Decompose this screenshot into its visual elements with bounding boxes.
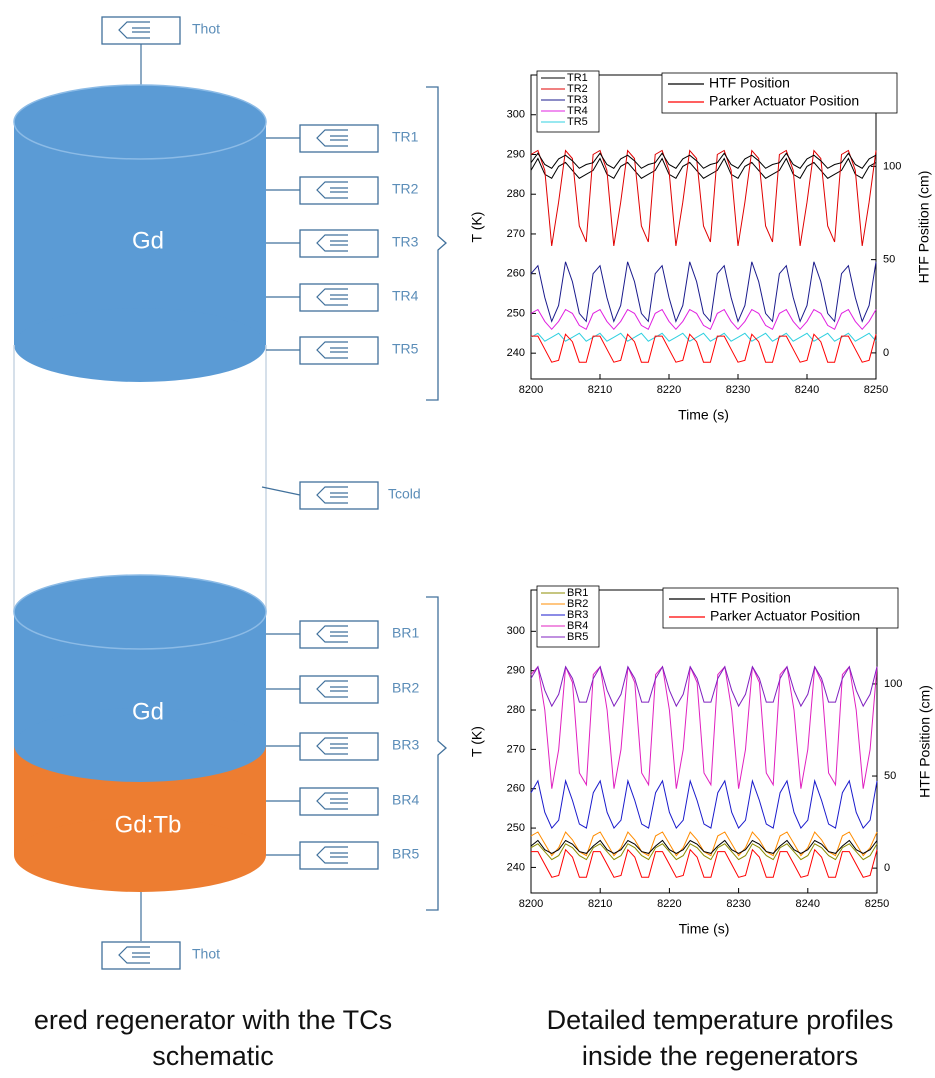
thermocouple [300,676,378,703]
y-tick-label: 280 [507,704,525,716]
figure: Gd Gd Gd:Tb ered regenerator with the TC… [0,0,935,1078]
thermocouple [300,482,378,509]
y-tick-label: 300 [507,625,525,637]
y-tick-label: 260 [507,268,525,280]
thermocouple-label: TR1 [392,129,419,145]
y-tick-label: 240 [507,347,525,359]
x-tick-label: 8230 [726,384,750,396]
y-tick-label: 270 [507,228,525,240]
caption: ered regenerator with the TCs [34,1005,392,1035]
y2-tick-label: 100 [884,678,902,690]
x-tick-label: 8220 [657,384,681,396]
thermocouple-label: TR2 [392,181,419,197]
x-tick-label: 8250 [865,898,889,910]
y-tick-label: 260 [507,783,525,795]
y-axis-label: T (K) [469,212,485,243]
series-line [531,667,877,706]
series-line [531,333,876,341]
y-tick-label: 250 [507,307,525,319]
y2-tick-label: 100 [883,160,901,172]
thermocouple [300,621,378,648]
cylinder-bottom [14,308,266,382]
x-tick-label: 8240 [796,898,820,910]
x-tick-label: 8200 [519,384,543,396]
section-label: Gd [132,698,164,725]
x-tick-label: 8210 [588,898,612,910]
x-tick-label: 8240 [795,384,819,396]
thermocouple [300,733,378,760]
thermocouple-label: Thot [192,946,220,962]
caption: schematic [152,1041,274,1071]
connector [262,487,300,495]
thermocouple-label: TR3 [392,234,419,250]
x-axis-label: Time (s) [679,921,730,937]
thermocouple-label: TR4 [392,288,419,304]
y-tick-label: 240 [507,861,525,873]
x-tick-label: 8200 [519,898,543,910]
legend-label: Parker Actuator Position [710,608,860,624]
thermocouple [300,230,378,257]
regenerator-schematic: Gd Gd Gd:Tb [14,44,446,941]
cylinder-top [14,575,266,649]
y2-tick-label: 0 [883,347,889,359]
x-tick-label: 8230 [726,898,750,910]
thermocouple-label: BR5 [392,846,419,862]
thermocouple-label: TR5 [392,341,419,357]
thermocouple [102,942,180,969]
section-label: Gd [132,227,164,254]
y2-axis-label: HTF Position (cm) [917,685,933,798]
legend-label: BR5 [567,631,588,643]
cylinder-top [14,85,266,159]
y-tick-label: 300 [507,109,525,121]
legend-label: Parker Actuator Position [709,93,859,109]
series-line [531,667,877,789]
legend-label: HTF Position [709,75,790,91]
chart: 8200 8210 8220 8230 8240 8250 240 250 260 270 280 2… [469,71,932,423]
y-tick-label: 250 [507,822,525,834]
bracket [426,597,446,910]
section-label: Gd:Tb [115,811,182,838]
legend-label: HTF Position [710,590,791,606]
thermocouple-label: Tcold [388,486,421,502]
thermocouple-label: BR1 [392,625,419,641]
series-line [531,262,876,322]
chart: 8200 8210 8220 8230 8240 8250 240 250 260 270 280 2… [469,586,933,937]
y-tick-label: 270 [507,743,525,755]
thermocouple [300,284,378,311]
x-tick-label: 8250 [864,384,888,396]
thermocouple [300,177,378,204]
thermocouple-label: Thot [192,21,220,37]
y-tick-label: 290 [507,665,525,677]
bracket [426,87,446,400]
thermocouple-label: BR2 [392,680,419,696]
y-axis-label: T (K) [469,726,485,757]
x-axis-label: Time (s) [678,407,729,423]
y-tick-label: 290 [507,148,525,160]
caption: Detailed temperature profiles [547,1005,894,1035]
thermocouple [102,17,180,44]
thermocouple [300,125,378,152]
thermocouple-label: BR4 [392,792,419,808]
y2-axis-label: HTF Position (cm) [916,171,932,284]
thermocouple-label: BR3 [392,737,419,753]
series-line [531,153,876,168]
y-tick-label: 280 [507,188,525,200]
series-line [531,334,876,362]
thermocouple [300,842,378,869]
thermocouple [300,337,378,364]
series-line [531,781,877,828]
thermocouple [300,788,378,815]
x-tick-label: 8220 [657,898,681,910]
y2-tick-label: 50 [884,770,896,782]
y2-tick-label: 50 [883,254,895,266]
caption: inside the regenerators [582,1041,858,1071]
y2-tick-label: 0 [884,862,890,874]
legend-label: TR5 [567,116,588,128]
x-tick-label: 8210 [588,384,612,396]
